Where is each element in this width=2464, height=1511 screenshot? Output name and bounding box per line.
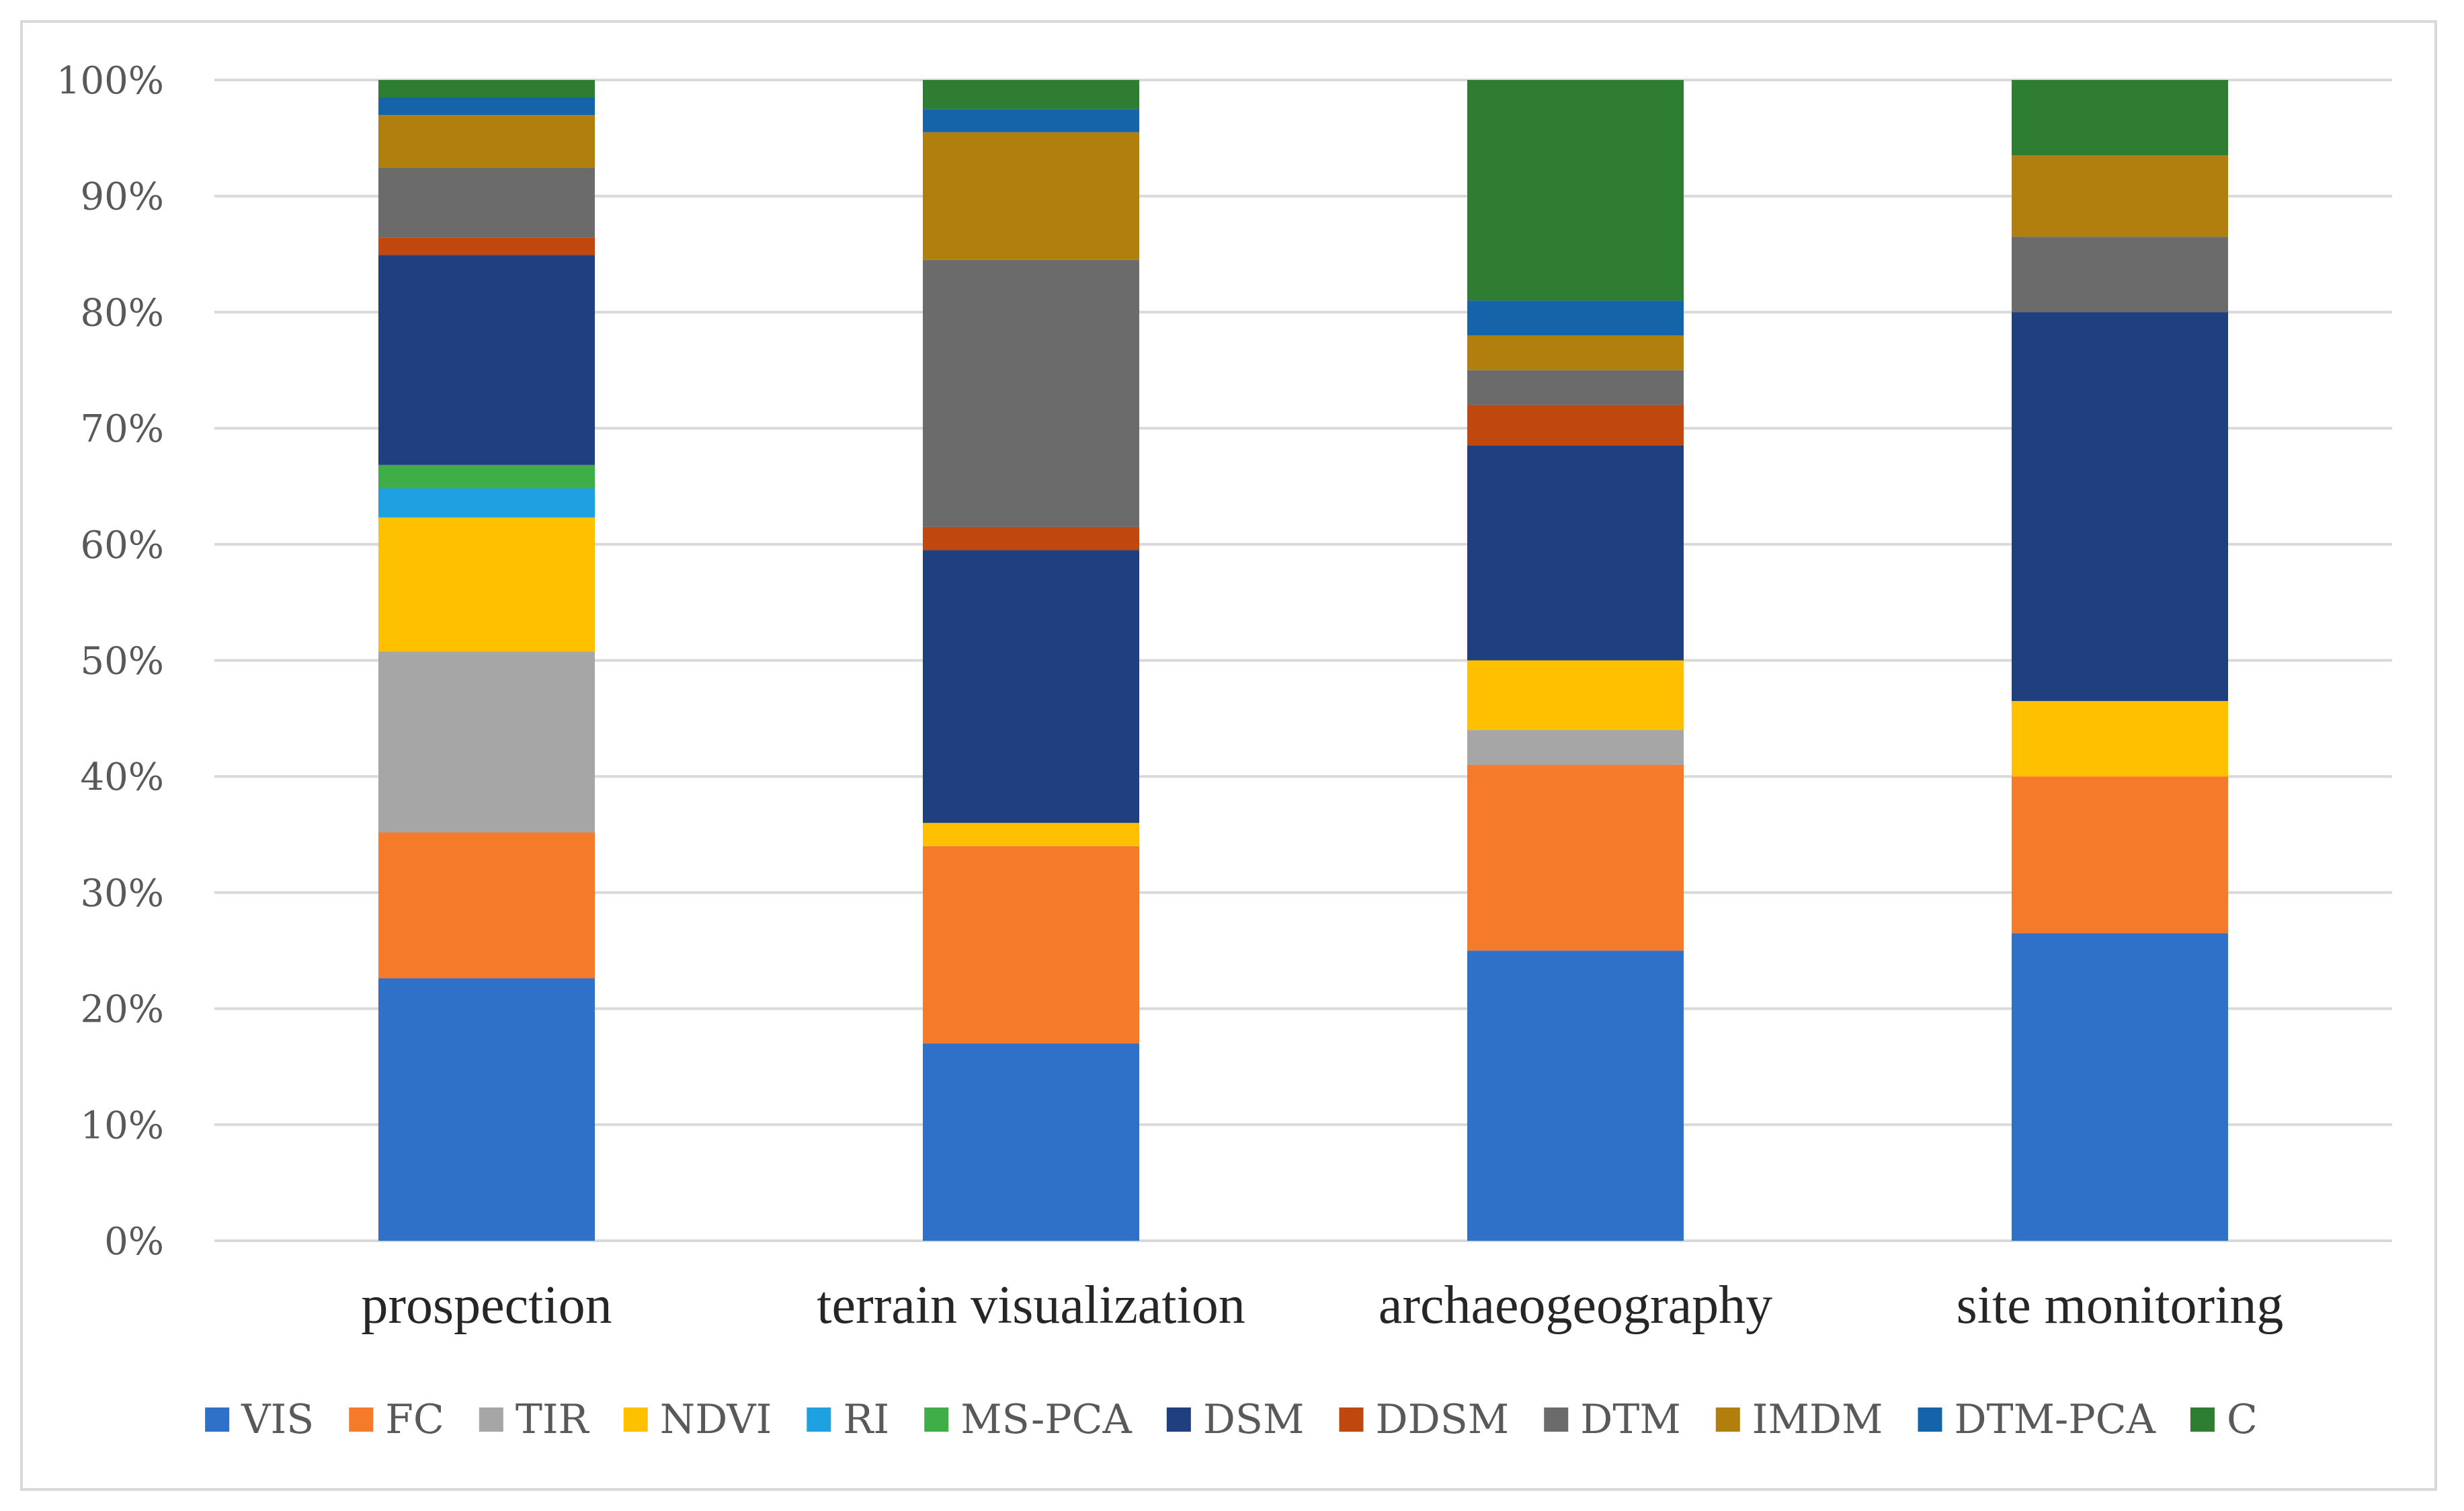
legend-item: VIS	[205, 1396, 314, 1443]
legend-swatch	[1918, 1407, 1942, 1432]
y-tick-label: 70%	[81, 407, 164, 451]
y-tick-label: 90%	[81, 175, 164, 219]
bar-segment-fc	[378, 832, 595, 979]
legend-item: DDSM	[1339, 1396, 1509, 1443]
legend-label: DSM	[1203, 1396, 1305, 1443]
legend-item: DTM-PCA	[1918, 1396, 2156, 1443]
bar-segment-ri	[378, 488, 595, 518]
y-tick-label: 80%	[81, 291, 164, 335]
legend-item: DSM	[1166, 1396, 1305, 1443]
bar-segment-c	[2012, 80, 2228, 156]
bar-segment-dtm-pca	[378, 97, 595, 116]
x-category-label: terrain visualization	[817, 1276, 1245, 1335]
bar-segment-c	[923, 80, 1139, 110]
bar-segment-dsm	[1467, 446, 1684, 661]
legend-item: C	[2190, 1396, 2258, 1443]
bar-segment-vis	[923, 1043, 1139, 1241]
y-tick-label: 10%	[81, 1104, 164, 1147]
x-category-label: site monitoring	[1957, 1276, 2284, 1335]
y-tick-label: 0%	[104, 1220, 164, 1264]
x-category-label: prospection	[361, 1276, 612, 1335]
legend-label: DDSM	[1375, 1396, 1509, 1443]
bar-segment-dtm	[2012, 237, 2228, 313]
legend-item: MS-PCA	[924, 1396, 1133, 1443]
legend-swatch	[1339, 1407, 1364, 1432]
legend-item: NDVI	[623, 1396, 772, 1443]
bar-segment-vis	[1467, 950, 1684, 1241]
bar-segment-dtm	[378, 167, 595, 238]
y-tick-label: 40%	[81, 756, 164, 799]
legend-label: DTM-PCA	[1954, 1396, 2155, 1443]
y-axis-tick-labels: 0% 10% 20% 30% 40% 50% 60% 70% 80% 90% 100%	[56, 59, 164, 1264]
bar-segment-dsm	[923, 550, 1139, 823]
bar-segment-imdm	[923, 132, 1139, 260]
legend-item: TIR	[479, 1396, 590, 1443]
x-axis: prospection terrain visualization archaeog…	[361, 1276, 2283, 1335]
legend-swatch	[1166, 1407, 1191, 1432]
bar-segment-ndvi	[1467, 660, 1684, 731]
legend-swatch	[924, 1407, 949, 1432]
bar-segment-ddsm	[378, 237, 595, 255]
bar-segment-ndvi	[2012, 700, 2228, 777]
legend-item: RI	[807, 1396, 889, 1443]
bar-segment-tir	[1467, 730, 1684, 765]
legend-swatch	[479, 1407, 503, 1432]
bar-segment-dtm-pca	[1467, 300, 1684, 335]
bar-segment-imdm	[378, 115, 595, 168]
y-tick-label: 20%	[81, 988, 164, 1032]
bar-segment-vis	[378, 978, 595, 1241]
legend-label: RI	[843, 1396, 889, 1443]
legend-swatch	[623, 1407, 648, 1432]
bar-segment-dtm-pca	[923, 109, 1139, 132]
bar-segment-tir	[378, 651, 595, 833]
legend-label: C	[2227, 1396, 2258, 1443]
bar-segment-fc	[1467, 764, 1684, 951]
bar-segment-ndvi	[923, 823, 1139, 846]
legend-swatch	[807, 1407, 831, 1432]
legend-item: FC	[349, 1396, 444, 1443]
legend-swatch	[2190, 1407, 2215, 1432]
stacked-bar-chart: 0% 10% 20% 30% 40% 50% 60% 70% 80% 90% 100% prospe…	[56, 59, 2392, 1443]
chart-frame: 0% 10% 20% 30% 40% 50% 60% 70% 80% 90% 100% prospe…	[20, 20, 2437, 1491]
y-tick-label: 50%	[81, 640, 164, 684]
x-category-label: archaeogeography	[1379, 1276, 1772, 1335]
bar-segment-c	[378, 80, 595, 98]
legend-label: VIS	[241, 1396, 314, 1443]
legend-swatch	[205, 1407, 230, 1432]
y-tick-label: 30%	[81, 872, 164, 915]
bar-segment-ms-pca	[378, 464, 595, 489]
y-tick-label: 100%	[56, 59, 164, 103]
bar-segment-dsm	[2012, 312, 2228, 701]
legend-label: DTM	[1580, 1396, 1681, 1443]
legend-label: TIR	[516, 1396, 590, 1443]
bar-segment-c	[1467, 80, 1684, 301]
bar-segment-vis	[2012, 933, 2228, 1241]
legend-swatch	[349, 1407, 374, 1432]
legend-label: MS-PCA	[960, 1396, 1132, 1443]
bar-segment-imdm	[1467, 335, 1684, 370]
bar-segment-ndvi	[378, 517, 595, 652]
bar-segment-dsm	[378, 255, 595, 465]
bar-segment-imdm	[2012, 155, 2228, 237]
bar-segment-fc	[923, 846, 1139, 1044]
legend-item: IMDM	[1715, 1396, 1883, 1443]
legend-label: NDVI	[660, 1396, 772, 1443]
bar-segment-dtm	[923, 259, 1139, 527]
y-tick-label: 60%	[81, 524, 164, 567]
bar-segment-ddsm	[923, 526, 1139, 550]
bar-segment-fc	[2012, 776, 2228, 934]
bar-segment-dtm	[1467, 370, 1684, 405]
bars	[378, 80, 2228, 1241]
legend-item: DTM	[1544, 1396, 1681, 1443]
legend-label: IMDM	[1752, 1396, 1883, 1443]
bar-segment-ddsm	[1467, 405, 1684, 446]
legend: VIS FC TIR NDVI RI MS-PCA DSM DDSM DTM IMDM DTM-PC…	[205, 1396, 2258, 1443]
legend-swatch	[1544, 1407, 1569, 1432]
legend-label: FC	[385, 1396, 444, 1443]
legend-swatch	[1715, 1407, 1740, 1432]
